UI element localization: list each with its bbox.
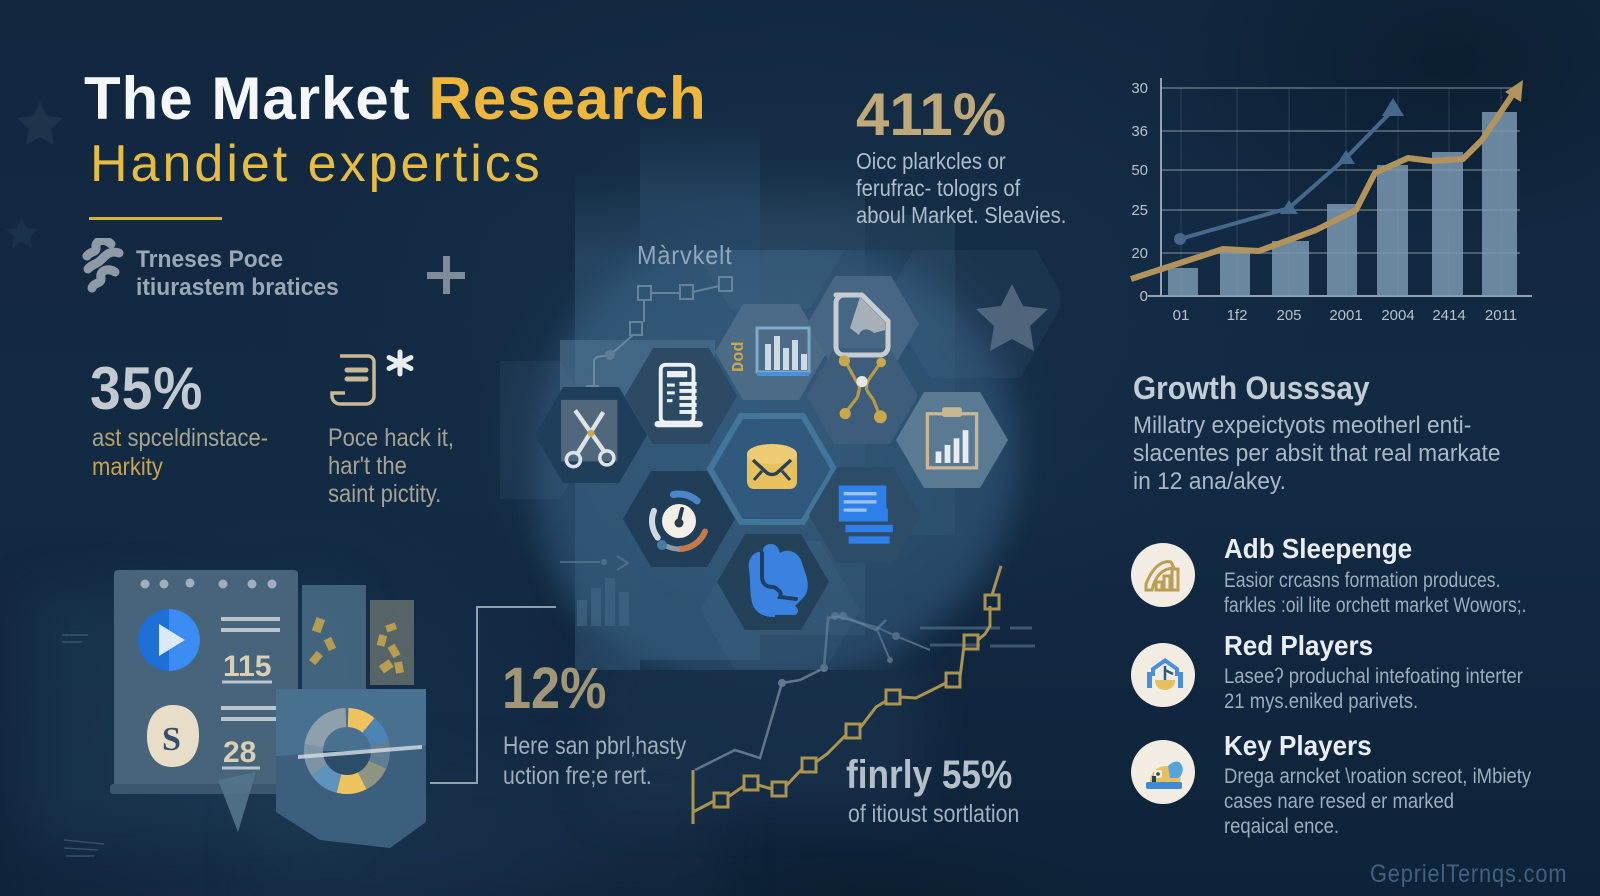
svg-text:205: 205 <box>1276 307 1301 324</box>
svg-text:2011: 2011 <box>1485 307 1517 324</box>
svg-text:28: 28 <box>223 736 256 769</box>
svg-text:0: 0 <box>1140 288 1148 305</box>
svg-text:S: S <box>162 721 181 758</box>
svg-text:Dod: Dod <box>730 341 749 372</box>
svg-text:2004: 2004 <box>1381 307 1414 324</box>
svg-text:2001: 2001 <box>1329 307 1362 324</box>
svg-text:1f2: 1f2 <box>1227 307 1248 324</box>
svg-text:30: 30 <box>1131 80 1148 97</box>
svg-text:25: 25 <box>1131 202 1148 219</box>
svg-text:50: 50 <box>1131 162 1148 179</box>
svg-text:2414: 2414 <box>1432 307 1465 324</box>
svg-text:115: 115 <box>223 650 271 683</box>
svg-text:20: 20 <box>1131 245 1148 262</box>
svg-text:01: 01 <box>1173 307 1190 324</box>
svg-text:36: 36 <box>1131 123 1148 140</box>
